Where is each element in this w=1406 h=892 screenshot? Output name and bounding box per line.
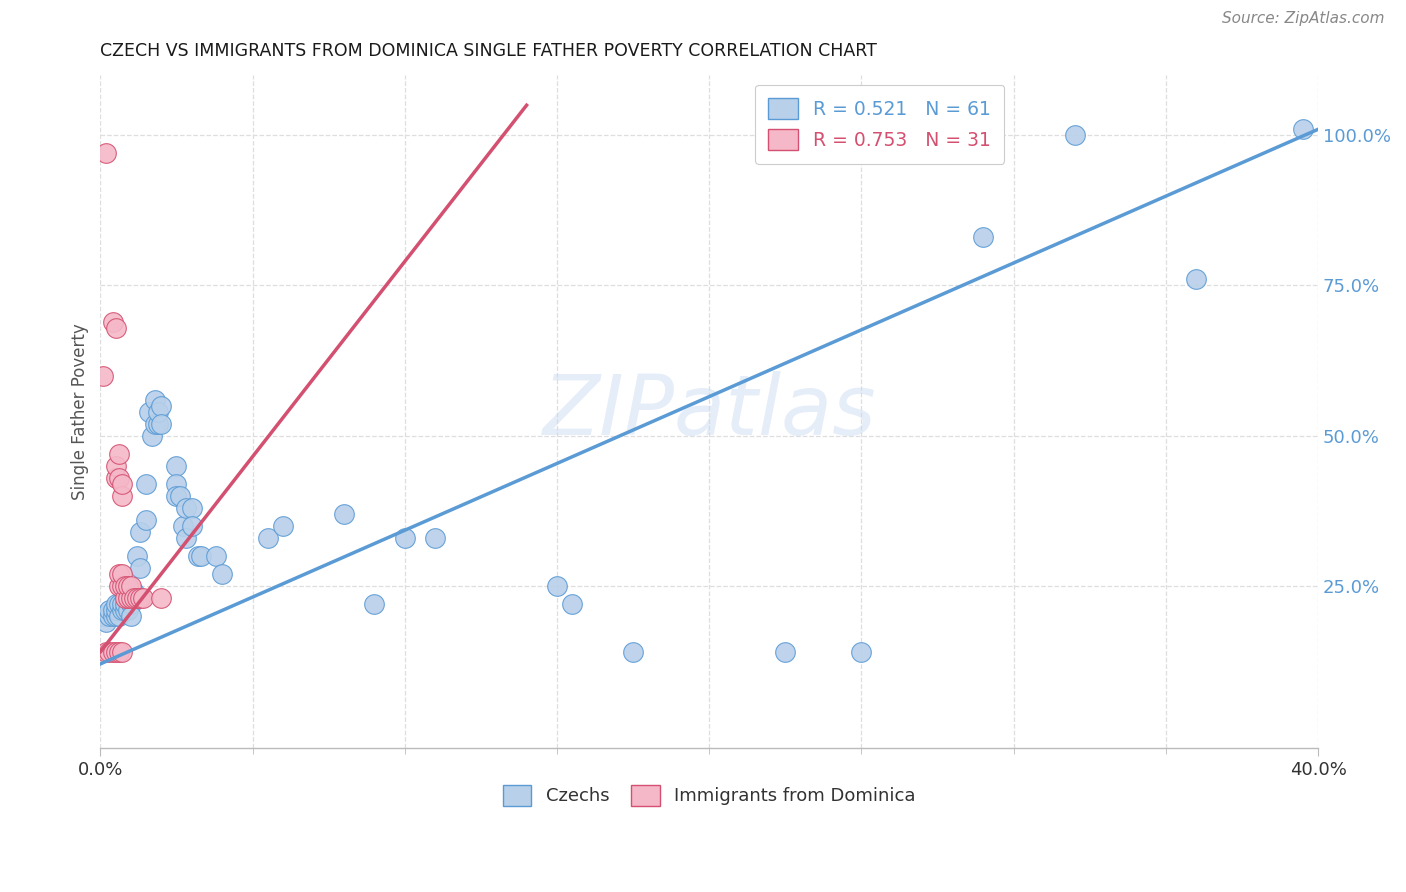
Point [190, 549, 212, 563]
Point [125, 549, 148, 563]
Point [111, 645, 134, 659]
Point [104, 597, 127, 611]
Point [129, 561, 152, 575]
Point [93, 368, 115, 383]
Point [107, 608, 129, 623]
Point [96, 146, 118, 161]
Point [166, 489, 188, 503]
Point [363, 597, 385, 611]
Point [150, 417, 173, 431]
Point [117, 603, 139, 617]
Point [143, 392, 166, 407]
Point [174, 531, 197, 545]
Point [104, 603, 127, 617]
Point [129, 591, 152, 605]
Point [141, 428, 163, 442]
Point [211, 566, 233, 581]
Point [546, 579, 568, 593]
Point [104, 471, 127, 485]
Point [101, 314, 124, 328]
Point [775, 645, 797, 659]
Point [111, 597, 134, 611]
Point [111, 579, 134, 593]
Legend: Czechs, Immigrants from Dominica: Czechs, Immigrants from Dominica [495, 778, 924, 813]
Point [122, 585, 145, 599]
Point [1063, 128, 1085, 143]
Point [256, 531, 278, 545]
Point [111, 476, 134, 491]
Point [174, 500, 197, 515]
Point [135, 476, 157, 491]
Point [104, 320, 127, 334]
Point [169, 489, 191, 503]
Point [98, 645, 121, 659]
Point [1185, 272, 1208, 286]
Point [187, 549, 209, 563]
Point [972, 230, 994, 244]
Point [271, 518, 294, 533]
Point [114, 603, 136, 617]
Point [117, 579, 139, 593]
Point [166, 458, 188, 473]
Point [394, 531, 416, 545]
Point [120, 591, 142, 605]
Point [132, 591, 155, 605]
Point [107, 566, 129, 581]
Point [120, 608, 142, 623]
Point [104, 645, 127, 659]
Point [851, 645, 873, 659]
Point [135, 513, 157, 527]
Point [150, 399, 173, 413]
Point [114, 597, 136, 611]
Point [114, 591, 136, 605]
Point [107, 597, 129, 611]
Text: CZECH VS IMMIGRANTS FROM DOMINICA SINGLE FATHER POVERTY CORRELATION CHART: CZECH VS IMMIGRANTS FROM DOMINICA SINGLE… [100, 42, 877, 60]
Point [96, 615, 118, 629]
Point [107, 471, 129, 485]
Point [621, 645, 644, 659]
Point [104, 458, 127, 473]
Point [120, 579, 142, 593]
Point [120, 597, 142, 611]
Point [111, 566, 134, 581]
Point [122, 591, 145, 605]
Point [125, 591, 148, 605]
Point [107, 579, 129, 593]
Point [107, 645, 129, 659]
Point [129, 524, 152, 539]
Point [333, 507, 356, 521]
Point [101, 603, 124, 617]
Point [104, 608, 127, 623]
Point [111, 489, 134, 503]
Point [166, 476, 188, 491]
Point [117, 591, 139, 605]
Point [180, 518, 202, 533]
Point [143, 417, 166, 431]
Text: Source: ZipAtlas.com: Source: ZipAtlas.com [1222, 11, 1385, 26]
Text: ZIPatlas: ZIPatlas [543, 371, 876, 452]
Point [111, 603, 134, 617]
Point [93, 608, 115, 623]
Point [1292, 122, 1315, 136]
Point [180, 500, 202, 515]
Point [148, 404, 170, 418]
Point [138, 404, 160, 418]
Point [148, 417, 170, 431]
Point [98, 608, 121, 623]
Point [98, 603, 121, 617]
Point [172, 518, 194, 533]
Point [96, 645, 118, 659]
Point [561, 597, 583, 611]
Point [101, 645, 124, 659]
Point [425, 531, 447, 545]
Point [150, 591, 173, 605]
Point [205, 549, 228, 563]
Point [107, 447, 129, 461]
Point [101, 608, 124, 623]
Point [117, 591, 139, 605]
Y-axis label: Single Father Poverty: Single Father Poverty [72, 323, 89, 500]
Point [114, 579, 136, 593]
